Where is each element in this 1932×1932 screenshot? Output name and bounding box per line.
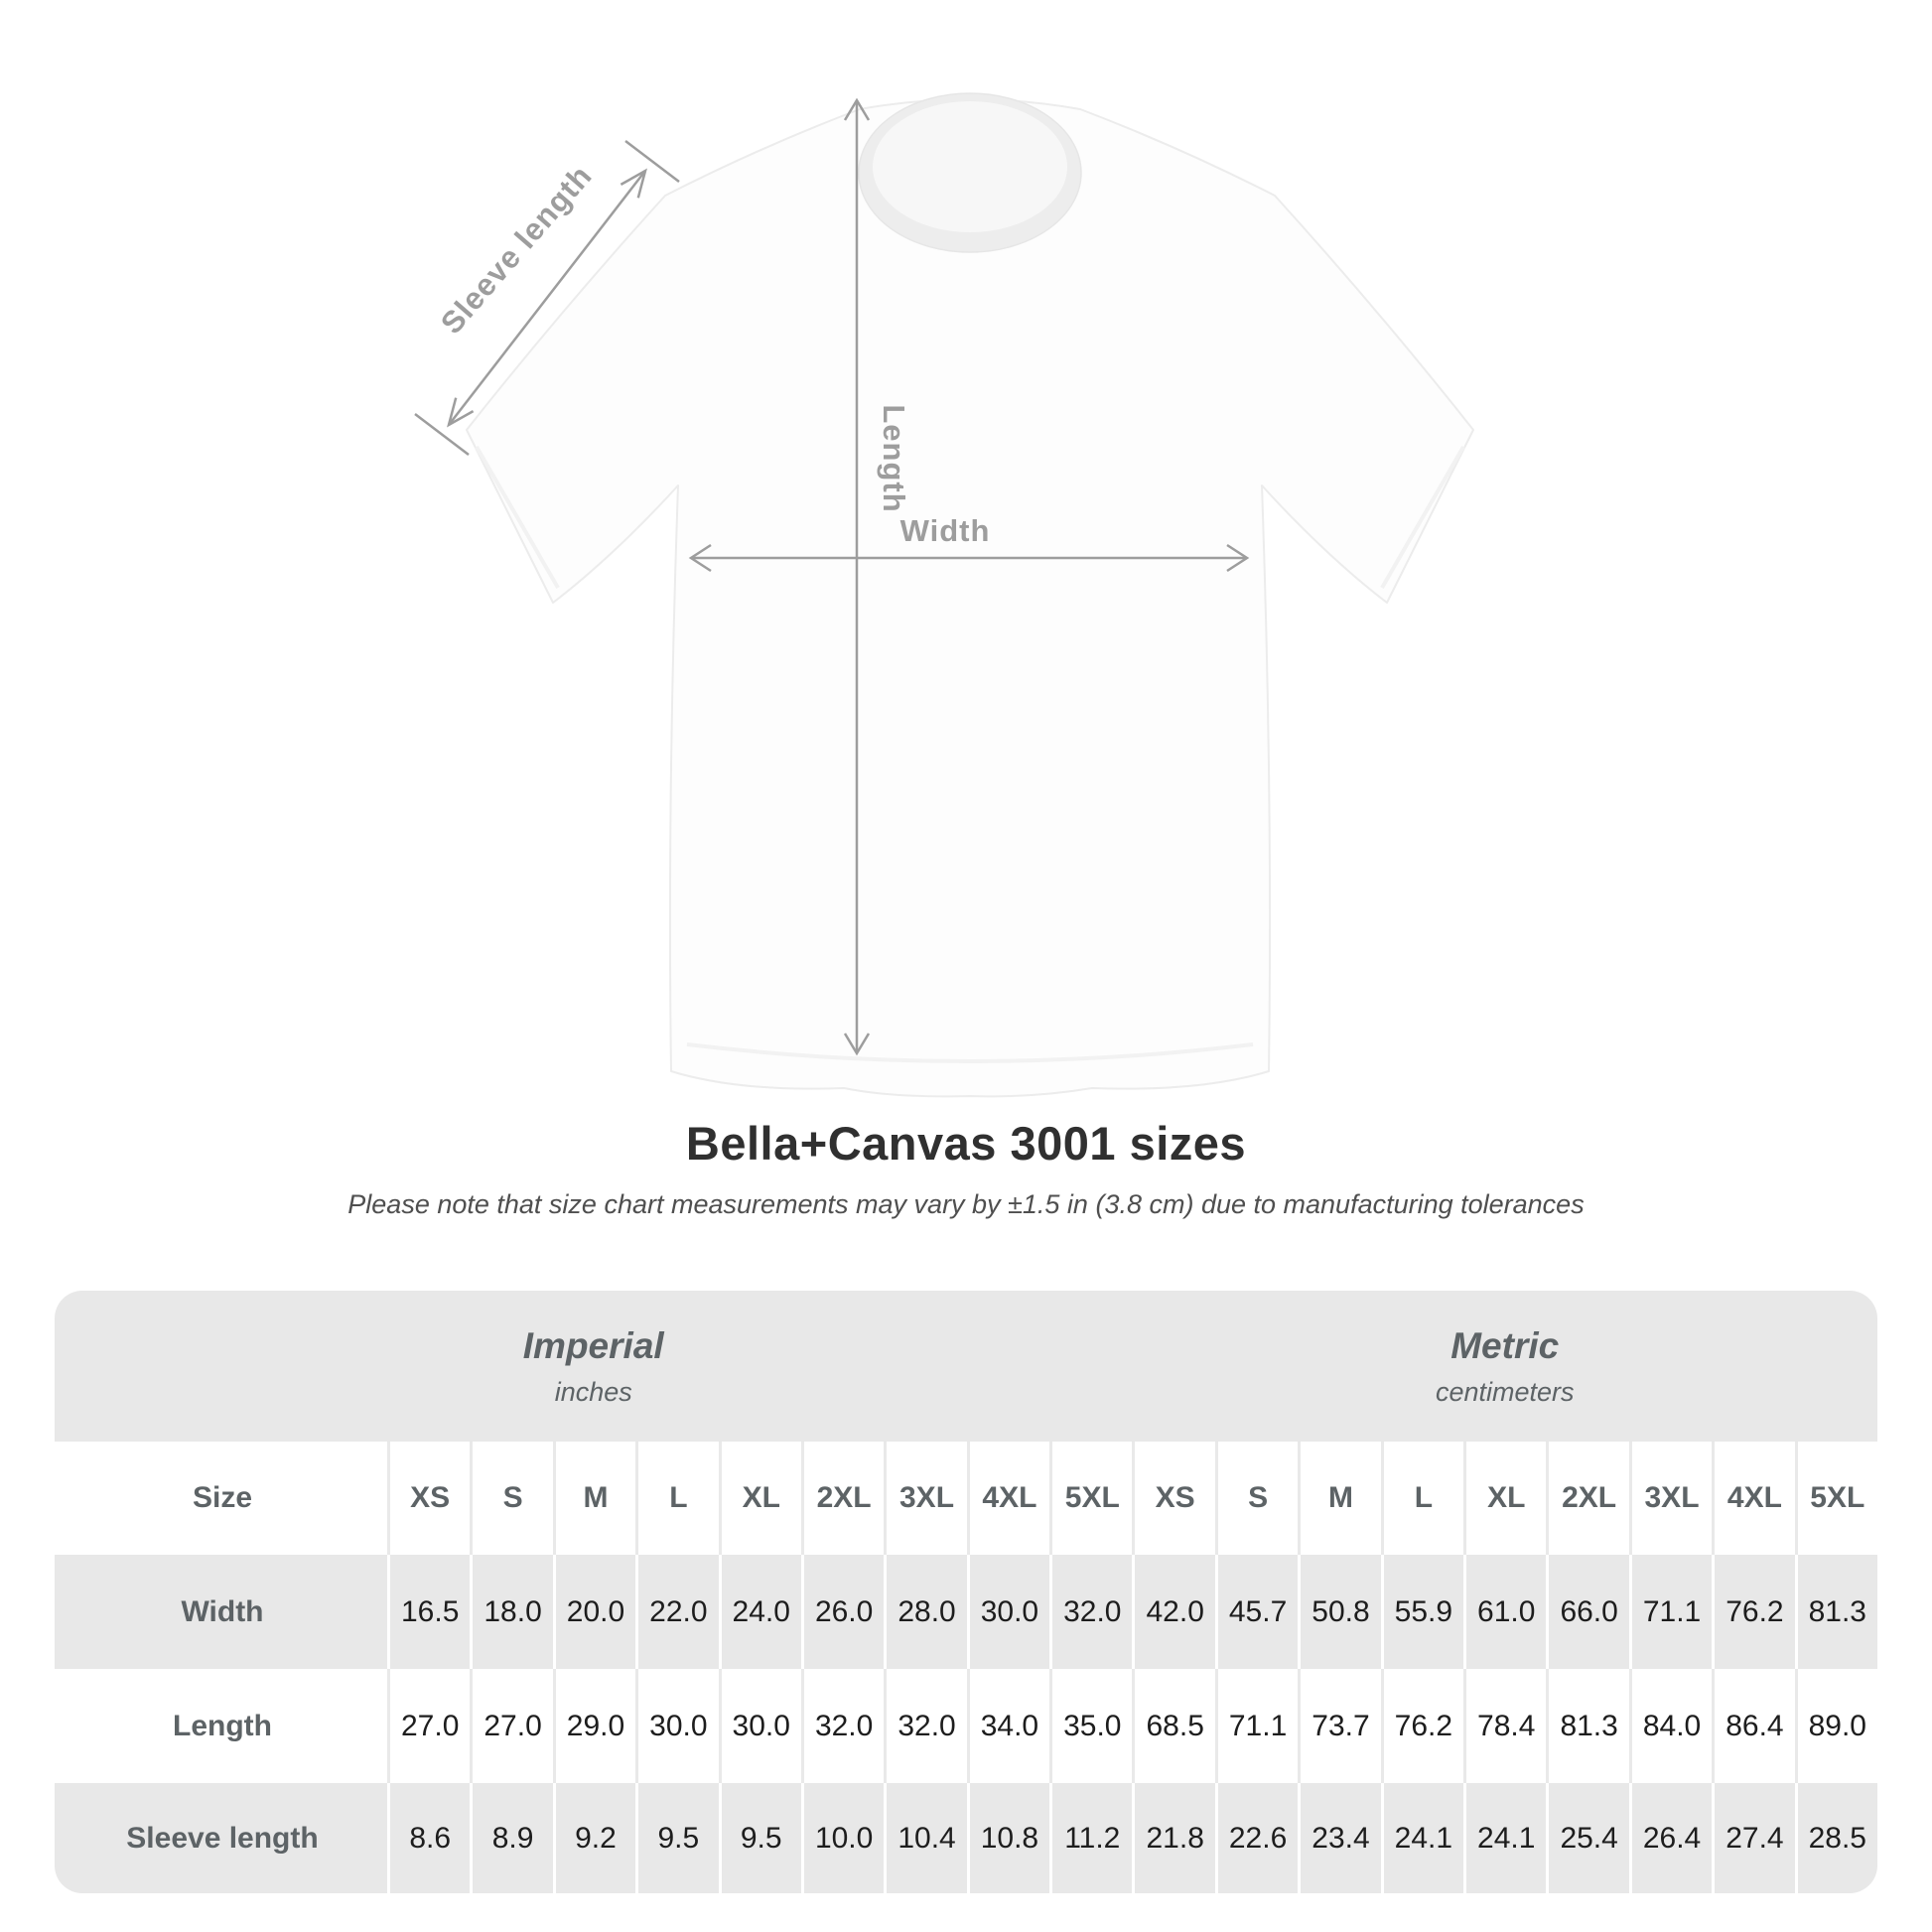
unit-group-sublabel: inches	[554, 1376, 632, 1407]
value-cell: 25.4	[1546, 1783, 1629, 1893]
size-header-metric: S	[1214, 1442, 1299, 1555]
value-cell: 20.0	[552, 1555, 636, 1669]
size-header-imperial: 5XL	[1049, 1442, 1133, 1555]
value-cell: 50.8	[1298, 1555, 1381, 1669]
hem-stitch	[686, 1042, 1254, 1063]
size-header-metric: 4XL	[1712, 1442, 1795, 1555]
value-cell: 24.1	[1463, 1783, 1547, 1893]
value-cell: 78.4	[1463, 1669, 1547, 1783]
unit-group-sublabel: centimeters	[1435, 1376, 1575, 1407]
value-cell: 86.4	[1712, 1669, 1795, 1783]
size-column-header: Size	[55, 1442, 387, 1555]
width-label: Width	[900, 513, 991, 548]
size-header-metric: 5XL	[1794, 1442, 1877, 1555]
value-cell: 18.0	[470, 1555, 553, 1669]
value-cell: 27.4	[1712, 1783, 1795, 1893]
size-header-metric: XL	[1463, 1442, 1547, 1555]
row-label: Sleeve length	[55, 1783, 387, 1893]
value-cell: 16.5	[387, 1555, 471, 1669]
size-header-imperial: L	[635, 1442, 719, 1555]
value-cell: 30.0	[966, 1555, 1050, 1669]
collar-opening	[873, 101, 1067, 232]
value-cell: 30.0	[635, 1669, 719, 1783]
row-label: Width	[55, 1555, 387, 1669]
value-cell: 29.0	[552, 1669, 636, 1783]
value-cell: 28.0	[884, 1555, 967, 1669]
value-cell: 9.5	[718, 1783, 801, 1893]
value-cell: 45.7	[1214, 1555, 1299, 1669]
tolerance-note: Please note that size chart measurements…	[347, 1189, 1585, 1219]
size-header-metric: 3XL	[1628, 1442, 1713, 1555]
sleeve-length-dimension-line	[414, 140, 680, 456]
value-cell: 42.0	[1132, 1555, 1215, 1669]
size-header-metric: XS	[1132, 1442, 1215, 1555]
value-cell: 26.4	[1628, 1783, 1713, 1893]
value-cell: 26.0	[800, 1555, 885, 1669]
value-cell: 76.2	[1380, 1669, 1464, 1783]
size-header-imperial: 4XL	[966, 1442, 1050, 1555]
unit-group-header-imperial: Imperial inches	[55, 1291, 1133, 1442]
value-cell: 71.1	[1628, 1555, 1713, 1669]
value-cell: 30.0	[718, 1669, 801, 1783]
row-label: Length	[55, 1669, 387, 1783]
value-cell: 32.0	[800, 1669, 885, 1783]
value-cell: 32.0	[1049, 1555, 1133, 1669]
size-header-imperial: M	[552, 1442, 636, 1555]
value-cell: 24.1	[1380, 1783, 1464, 1893]
size-header-imperial: 3XL	[884, 1442, 967, 1555]
size-header-metric: L	[1380, 1442, 1464, 1555]
value-cell: 24.0	[718, 1555, 801, 1669]
tshirt-body	[466, 98, 1474, 1098]
value-cell: 23.4	[1298, 1783, 1381, 1893]
value-cell: 11.2	[1049, 1783, 1133, 1893]
value-cell: 89.0	[1794, 1669, 1877, 1783]
right-cuff-stitch	[1380, 445, 1465, 590]
value-cell: 73.7	[1298, 1669, 1381, 1783]
value-cell: 9.5	[635, 1783, 719, 1893]
width-dimension-line	[688, 543, 1250, 573]
value-cell: 55.9	[1380, 1555, 1464, 1669]
value-cell: 8.9	[470, 1783, 553, 1893]
value-cell: 71.1	[1214, 1669, 1299, 1783]
value-cell: 10.0	[800, 1783, 885, 1893]
value-cell: 22.0	[635, 1555, 719, 1669]
page-title: Bella+Canvas 3001 sizes	[685, 1117, 1247, 1170]
value-cell: 81.3	[1546, 1669, 1629, 1783]
value-cell: 10.4	[884, 1783, 967, 1893]
size-table: Imperial inches Metric centimeters Size XS S M L…	[55, 1291, 1877, 1893]
value-cell: 28.5	[1794, 1783, 1877, 1893]
value-cell: 27.0	[387, 1669, 471, 1783]
size-header-imperial: XL	[718, 1442, 801, 1555]
value-cell: 32.0	[884, 1669, 967, 1783]
value-cell: 81.3	[1794, 1555, 1877, 1669]
size-header-imperial: 2XL	[800, 1442, 885, 1555]
left-cuff-stitch	[475, 445, 560, 590]
value-cell: 34.0	[966, 1669, 1050, 1783]
value-cell: 84.0	[1628, 1669, 1713, 1783]
size-header-imperial: S	[470, 1442, 553, 1555]
value-cell: 22.6	[1214, 1783, 1299, 1893]
value-cell: 21.8	[1132, 1783, 1215, 1893]
value-cell: 8.6	[387, 1783, 471, 1893]
unit-group-header-metric: Metric centimeters	[1132, 1291, 1877, 1442]
value-cell: 35.0	[1049, 1669, 1133, 1783]
size-header-imperial: XS	[387, 1442, 471, 1555]
length-label: Length	[877, 404, 911, 512]
value-cell: 10.8	[966, 1783, 1050, 1893]
value-cell: 76.2	[1712, 1555, 1795, 1669]
value-cell: 27.0	[470, 1669, 553, 1783]
unit-group-label: Metric	[1450, 1324, 1560, 1366]
value-cell: 68.5	[1132, 1669, 1215, 1783]
unit-group-label: Imperial	[522, 1324, 664, 1366]
value-cell: 9.2	[552, 1783, 636, 1893]
size-header-metric: M	[1298, 1442, 1381, 1555]
tshirt-measurement-diagram: Sleeve length Length Width	[414, 92, 1474, 1098]
value-cell: 61.0	[1463, 1555, 1547, 1669]
length-dimension-line	[843, 97, 871, 1056]
value-cell: 66.0	[1546, 1555, 1629, 1669]
size-header-metric: 2XL	[1546, 1442, 1629, 1555]
